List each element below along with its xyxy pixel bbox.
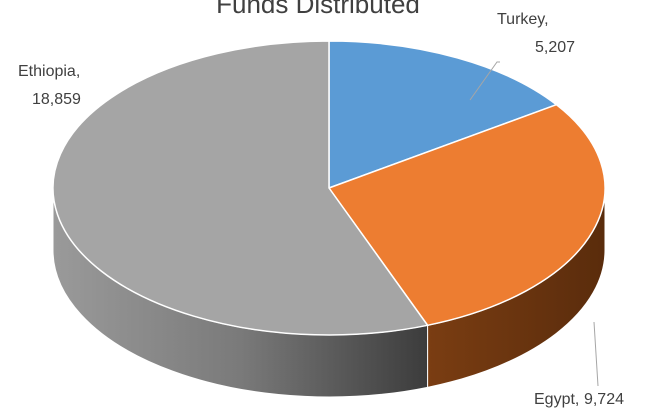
category-name: Ethiopia bbox=[18, 63, 76, 80]
separator: , bbox=[575, 391, 579, 408]
leader-line bbox=[469, 61, 500, 101]
data-label-category: Ethiopia, bbox=[18, 63, 80, 80]
chart-title: Funds Distributed bbox=[216, 0, 420, 19]
category-name: Turkey bbox=[497, 11, 545, 28]
data-label-value: 18,859 bbox=[32, 91, 81, 108]
separator: , bbox=[544, 11, 548, 28]
data-label-category: Egypt, bbox=[534, 391, 579, 408]
category-name: Egypt bbox=[534, 391, 575, 408]
data-label-value: 9,724 bbox=[584, 391, 624, 408]
pie-slice bbox=[327, 103, 606, 327]
separator: , bbox=[76, 63, 80, 80]
data-label-category: Turkey, bbox=[497, 11, 549, 28]
pie-slice bbox=[52, 40, 429, 336]
data-label-value: 5,207 bbox=[535, 39, 575, 56]
pie-slice bbox=[328, 40, 558, 190]
leader-line bbox=[593, 321, 599, 387]
